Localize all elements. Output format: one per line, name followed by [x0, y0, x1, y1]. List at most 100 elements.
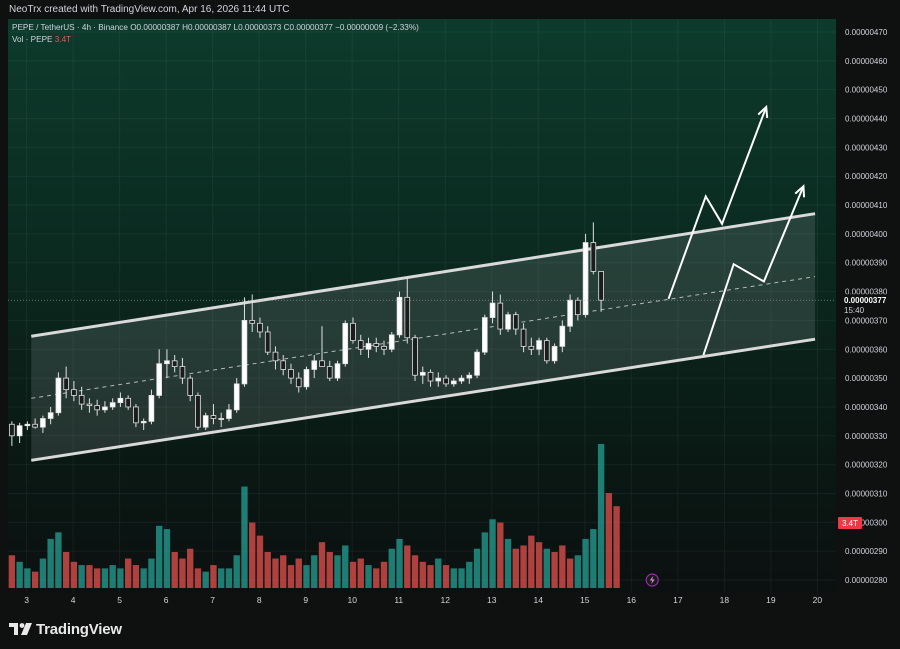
volume-label[interactable]: Vol · PEPE: [12, 35, 53, 44]
current-price-label: 0.00000377: [844, 296, 887, 305]
volume-bar: [264, 552, 271, 588]
price-tick-label: 0.00000420: [845, 172, 888, 181]
volume-bar: [404, 545, 411, 588]
volume-badge[interactable]: [838, 517, 862, 529]
volume-bar: [225, 568, 233, 588]
volume-bar: [287, 565, 295, 588]
candle-body: [109, 402, 116, 408]
candle-body: [164, 360, 170, 365]
candle-body: [233, 383, 240, 411]
volume-bar: [349, 561, 357, 588]
projection-path[interactable]: [702, 185, 805, 356]
time-tick-label: 16: [627, 595, 637, 605]
volume-bar: [365, 565, 372, 588]
volume-bar: [194, 568, 202, 588]
candle-body: [365, 343, 372, 350]
low-value: L0.00000373: [233, 23, 282, 32]
volume-bar: [249, 522, 256, 588]
price-tick-label: 0.00000290: [845, 547, 888, 556]
volume-bar: [590, 529, 597, 588]
time-tick-label: 9: [303, 595, 308, 605]
volume-bar: [373, 568, 380, 588]
volume-bar: [342, 545, 349, 588]
volume-bar: [156, 525, 163, 588]
time-tick-label: 5: [117, 595, 122, 605]
price-tick-label: 0.00000320: [845, 461, 888, 470]
price-channel: [31, 212, 816, 462]
candle-body: [319, 360, 325, 367]
time-axis[interactable]: [8, 593, 836, 613]
tradingview-logo[interactable]: TradingView: [9, 619, 122, 639]
candle-body: [419, 371, 426, 376]
candle-body: [311, 360, 318, 370]
candle-body: [590, 242, 597, 272]
volume-bar: [62, 552, 70, 588]
candle-body: [218, 418, 225, 420]
candle-body: [24, 423, 31, 427]
candle-body: [443, 377, 449, 385]
time-tick-label: 13: [487, 595, 497, 605]
channel-upper-line[interactable]: [31, 212, 816, 338]
volume-value: 3.4T: [54, 35, 72, 44]
candle-body: [544, 340, 550, 362]
price-tick-label: 0.00000430: [845, 143, 888, 152]
volume-bar: [93, 568, 101, 588]
lightning-icon-glyph: [649, 576, 655, 584]
volume-bar: [311, 555, 318, 588]
volume-bar: [256, 535, 264, 588]
price-tick-label: 0.00000360: [845, 345, 888, 354]
volume-bar: [396, 538, 403, 588]
candle-body: [427, 371, 434, 382]
candle-body: [489, 302, 496, 318]
candle-body: [357, 340, 364, 350]
candle-body: [117, 397, 124, 404]
volume-bar: [218, 568, 225, 588]
volume-bar: [39, 558, 47, 588]
projection-arrowhead: [794, 184, 806, 198]
candle-body: [528, 345, 535, 350]
volume-bar: [24, 568, 31, 588]
projection-arrowhead: [757, 104, 769, 119]
volume-bar: [140, 568, 147, 588]
volume-bar: [171, 552, 178, 588]
projection-path[interactable]: [667, 106, 768, 300]
time-tick-label: 11: [394, 595, 403, 605]
volume-bar: [357, 558, 364, 588]
price-tick-label: 0.00000440: [845, 115, 888, 124]
volume-bar: [419, 561, 426, 588]
candle-body: [551, 345, 558, 362]
volume-bar: [280, 555, 287, 588]
volume-legend[interactable]: Vol · PEPE 3.4T: [12, 35, 71, 44]
current-price-badge[interactable]: [838, 294, 896, 317]
volume-bar: [458, 568, 465, 588]
time-tick-label: 20: [813, 595, 823, 605]
candle-body: [78, 395, 85, 405]
symbol-legend[interactable]: PEPE / TetherUS · 4h · Binance O0.000003…: [12, 23, 419, 32]
volume-bar: [450, 568, 457, 588]
candle-body: [474, 351, 480, 376]
volume-bar: [31, 571, 39, 588]
candle-body: [9, 423, 15, 437]
price-tick-label: 0.00000380: [845, 288, 888, 297]
volume-bar: [101, 568, 109, 588]
candles: [8, 222, 836, 446]
candle-body: [450, 380, 457, 385]
candle-body: [582, 242, 589, 316]
tradingview-logo-text: TradingView: [36, 620, 122, 638]
volume-bar: [597, 444, 605, 588]
symbol-name[interactable]: PEPE / TetherUS · 4h · Binance: [12, 23, 128, 32]
volume-bar: [473, 548, 481, 588]
candle-body: [55, 377, 62, 414]
plot-area[interactable]: [8, 19, 836, 593]
price-tick-label: 0.00000470: [845, 28, 888, 37]
channel-lower-line[interactable]: [31, 337, 816, 462]
candle-body: [71, 389, 77, 396]
candle-body: [125, 397, 131, 408]
volume-bar: [179, 558, 186, 588]
volume-bar: [442, 565, 450, 588]
candle-body: [16, 425, 23, 437]
volume-bar: [334, 555, 341, 588]
volume-bar: [210, 565, 217, 588]
volume-bar: [303, 565, 310, 588]
